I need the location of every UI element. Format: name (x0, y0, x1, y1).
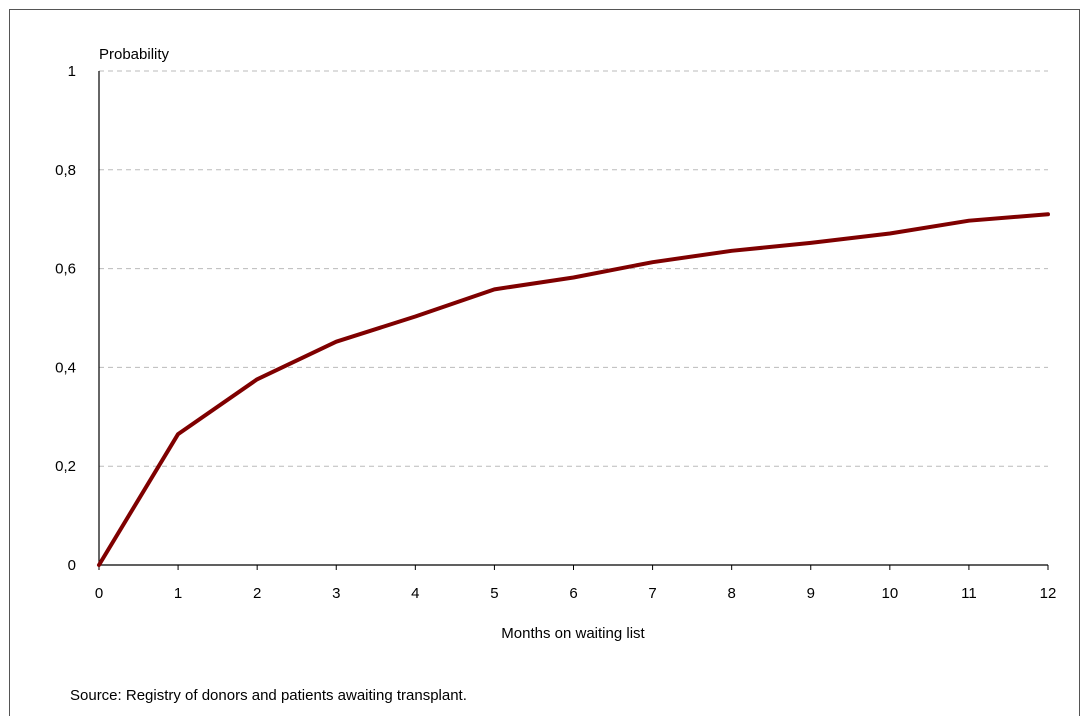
x-tick-label: 4 (411, 585, 419, 602)
x-tick-label: 5 (490, 585, 498, 602)
x-tick-label: 9 (807, 585, 815, 602)
x-tick-labels: 0 1 2 3 4 5 6 7 8 9 10 11 12 (95, 585, 1057, 602)
x-tick-label: 7 (648, 585, 656, 602)
y-tick-label: 1 (68, 63, 76, 80)
x-tick-label: 3 (332, 585, 340, 602)
y-tick-labels: 0 0,2 0,4 0,6 0,8 1 (55, 63, 76, 574)
chart-frame (9, 9, 1080, 716)
x-axis-title: Months on waiting list (501, 625, 645, 642)
y-tick-label: 0,8 (55, 162, 76, 179)
x-tick-label: 11 (961, 585, 977, 602)
y-tick-label: 0,4 (55, 359, 76, 376)
y-axis-title: Probability (99, 46, 170, 63)
gridlines (99, 70, 1048, 467)
x-tick-label: 8 (727, 585, 735, 602)
series-line (97, 212, 1050, 567)
x-tick-label: 12 (1040, 585, 1057, 602)
y-tick-label: 0 (68, 557, 76, 574)
y-tick-label: 0,2 (55, 458, 76, 475)
x-tick-label: 1 (174, 585, 182, 602)
x-tick-label: 0 (95, 585, 103, 602)
y-tick-label: 0,6 (55, 261, 76, 278)
source-note: Source: Registry of donors and patients … (70, 687, 467, 704)
series-group (97, 212, 1050, 567)
x-tick-label: 2 (253, 585, 261, 602)
x-tick-label: 10 (881, 585, 898, 602)
axes (98, 71, 1049, 570)
x-tick-label: 6 (569, 585, 577, 602)
